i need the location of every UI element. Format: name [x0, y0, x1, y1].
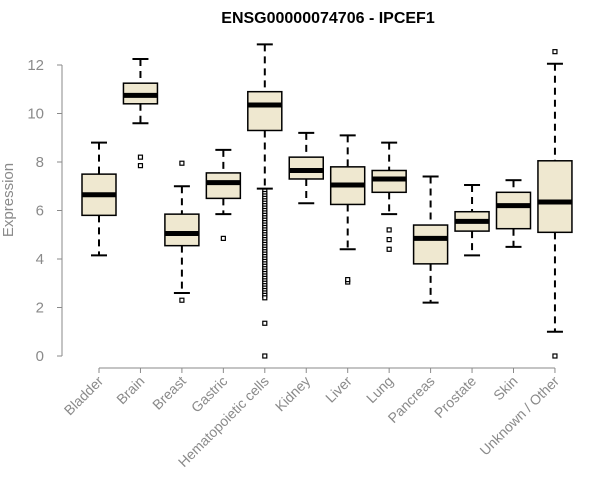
x-tick-label: Bladder [61, 373, 107, 419]
box-group [371, 141, 407, 252]
x-tick-label: Kidney [272, 373, 314, 415]
y-tick-label: 0 [36, 348, 44, 365]
chart-title: ENSG00000074706 - IPCEF1 [221, 10, 435, 27]
outlier-point [386, 227, 392, 233]
y-axis: 0 2 4 6 8 10 12 [27, 57, 63, 365]
outlier-point [552, 353, 558, 359]
y-tick-label: 4 [36, 251, 44, 268]
box-group [164, 160, 200, 303]
box [412, 224, 449, 265]
box-group [205, 148, 242, 241]
outlier-point [262, 295, 268, 301]
box-group [122, 57, 159, 169]
box [537, 160, 573, 234]
box-group [288, 131, 324, 205]
y-tick-label: 6 [36, 203, 44, 220]
box-group [412, 175, 449, 304]
x-tick-label: Breast [149, 373, 189, 413]
x-tick-label: Liver [322, 373, 355, 406]
outlier-point [262, 320, 268, 326]
box-group [454, 184, 490, 257]
x-tick-label: Lung [363, 373, 396, 406]
outlier-point [179, 160, 185, 166]
box [247, 90, 283, 132]
y-tick-label: 12 [27, 57, 44, 74]
box-group [537, 49, 573, 359]
x-tick-label: Skin [490, 373, 521, 404]
box-group [81, 141, 117, 257]
outlier-point [137, 163, 144, 169]
box [164, 213, 200, 247]
outlier-point [386, 246, 392, 252]
box-group [495, 179, 532, 248]
outlier-point [386, 237, 392, 243]
y-axis-label: Expression [0, 163, 17, 237]
outlier-point [137, 154, 144, 160]
plot-area [81, 43, 573, 359]
x-tick-label: Prostate [431, 373, 479, 421]
box-group [247, 43, 283, 359]
x-tick-label: Brain [113, 373, 147, 407]
box-group [329, 134, 366, 285]
y-tick-label: 8 [36, 154, 44, 171]
box [205, 172, 242, 200]
x-tick-label: Unknown / Other [476, 373, 562, 459]
outlier-point [220, 235, 226, 241]
outlier-point [345, 277, 351, 283]
outlier-point [179, 297, 185, 303]
y-tick-label: 10 [27, 106, 44, 123]
y-tick-label: 2 [36, 300, 44, 317]
outlier-point [262, 353, 268, 359]
outlier-point [552, 49, 558, 55]
box [495, 191, 532, 230]
